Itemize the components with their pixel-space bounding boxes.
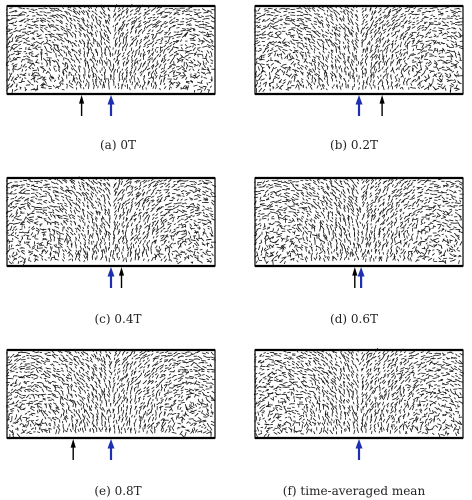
black-marker-arrow [118,267,125,288]
marker-row-f [254,438,464,462]
caption-d: (d) 0.6T [330,312,378,326]
vector-field-panel-b [254,4,464,96]
marker-arrows-c [107,267,125,288]
vector-field-e [6,348,216,440]
caption-f: (f) time-averaged mean [282,484,426,498]
vector-field-panel-f [254,348,464,440]
black-marker-arrow [70,439,76,460]
blue-marker-arrow [355,95,363,116]
marker-arrows-f [355,439,363,460]
caption-c: (c) 0.4T [94,312,142,326]
caption-b: (b) 0.2T [330,138,378,152]
vector-field-panel-d [254,176,464,268]
vector-field-panel-a [6,4,216,96]
marker-arrows-b [355,95,385,116]
caption-e: (e) 0.8T [94,484,142,498]
blue-marker-arrow [355,439,363,460]
vector-field-c [6,176,216,268]
vector-field-a [6,4,216,96]
caption-a: (a) 0T [100,138,136,152]
vector-field-b [254,4,464,96]
black-marker-arrow [352,267,358,288]
vector-field-f [254,348,464,440]
blue-marker-arrow [107,439,115,460]
marker-arrows-a [79,95,115,116]
black-marker-arrow [79,95,85,116]
blue-marker-arrow [107,267,115,288]
vector-field-panel-c [6,176,216,268]
marker-row-b [254,94,464,118]
marker-arrows-d [352,267,365,288]
marker-row-a [6,94,216,118]
vector-field-panel-e [6,348,216,440]
marker-row-d [254,266,464,290]
blue-marker-arrow [107,95,115,116]
marker-row-e [6,438,216,462]
blue-marker-arrow [357,267,365,288]
black-marker-arrow [379,95,385,116]
marker-arrows-e [70,439,115,460]
vector-field-d [254,176,464,268]
marker-row-c [6,266,216,290]
